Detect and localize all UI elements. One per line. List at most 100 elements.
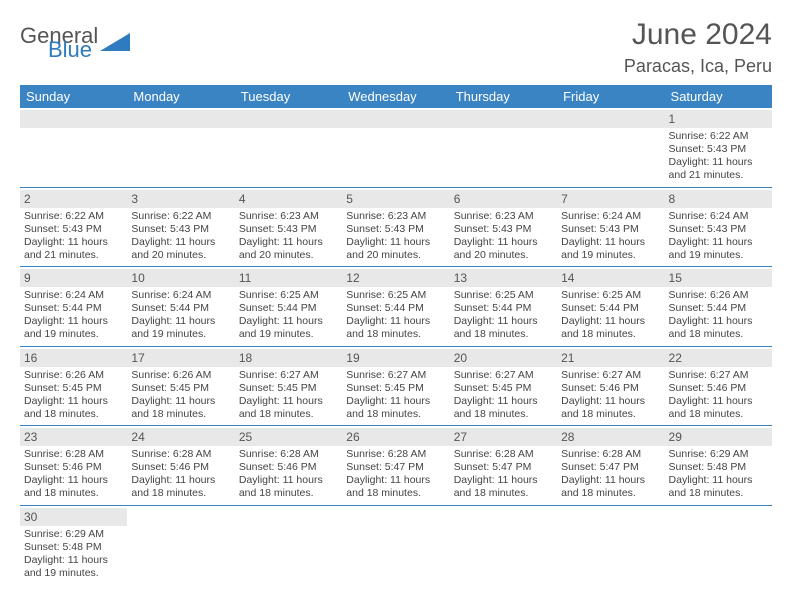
- day-details: Sunrise: 6:28 AMSunset: 5:47 PMDaylight:…: [454, 448, 553, 501]
- day-number: 20: [450, 349, 557, 367]
- day-details: Sunrise: 6:23 AMSunset: 5:43 PMDaylight:…: [346, 210, 445, 263]
- weekday-header: Friday: [557, 85, 664, 108]
- calendar-row: 23Sunrise: 6:28 AMSunset: 5:46 PMDayligh…: [20, 426, 772, 506]
- day-number: 28: [557, 428, 664, 446]
- day-cell: 9Sunrise: 6:24 AMSunset: 5:44 PMDaylight…: [20, 267, 127, 347]
- day-details: Sunrise: 6:25 AMSunset: 5:44 PMDaylight:…: [454, 289, 553, 342]
- day-details: Sunrise: 6:28 AMSunset: 5:46 PMDaylight:…: [239, 448, 338, 501]
- day-cell: 20Sunrise: 6:27 AMSunset: 5:45 PMDayligh…: [450, 346, 557, 426]
- calendar-table: SundayMondayTuesdayWednesdayThursdayFrid…: [20, 85, 772, 584]
- empty-cell: [557, 108, 664, 187]
- title-block: June 2024 Paracas, Ica, Peru: [624, 18, 772, 77]
- day-details: Sunrise: 6:28 AMSunset: 5:46 PMDaylight:…: [24, 448, 123, 501]
- day-details: Sunrise: 6:29 AMSunset: 5:48 PMDaylight:…: [669, 448, 768, 501]
- empty-cell: [450, 108, 557, 187]
- logo: General Blue: [20, 26, 130, 60]
- day-cell: 2 Sunrise: 6:22 AMSunset: 5:43 PMDaylight…: [20, 187, 127, 267]
- day-number: 8: [665, 190, 772, 208]
- weekday-header-row: SundayMondayTuesdayWednesdayThursdayFrid…: [20, 85, 772, 108]
- day-cell: 14Sunrise: 6:25 AMSunset: 5:44 PMDayligh…: [557, 267, 664, 347]
- calendar-row: 9Sunrise: 6:24 AMSunset: 5:44 PMDaylight…: [20, 267, 772, 347]
- day-details: Sunrise: 6:22 AMSunset: 5:43 PMDaylight:…: [24, 210, 123, 263]
- day-number: 23: [20, 428, 127, 446]
- day-number: 18: [235, 349, 342, 367]
- day-cell: 25Sunrise: 6:28 AMSunset: 5:46 PMDayligh…: [235, 426, 342, 506]
- day-details: Sunrise: 6:23 AMSunset: 5:43 PMDaylight:…: [454, 210, 553, 263]
- weekday-header: Tuesday: [235, 85, 342, 108]
- day-number: 15: [665, 269, 772, 287]
- day-cell: 10Sunrise: 6:24 AMSunset: 5:44 PMDayligh…: [127, 267, 234, 347]
- day-number: 27: [450, 428, 557, 446]
- day-cell: 30 Sunrise: 6:29 AMSunset: 5:48 PMDayligh…: [20, 505, 127, 584]
- day-number: 11: [235, 269, 342, 287]
- day-details: Sunrise: 6:26 AMSunset: 5:45 PMDaylight:…: [131, 369, 230, 422]
- day-number: 30: [20, 508, 127, 526]
- day-details: Sunrise: 6:28 AMSunset: 5:47 PMDaylight:…: [561, 448, 660, 501]
- day-cell: 15 Sunrise: 6:26 AMSunset: 5:44 PMDayligh…: [665, 267, 772, 347]
- day-cell: 29Sunrise: 6:29 AMSunset: 5:48 PMDayligh…: [665, 426, 772, 506]
- day-number: 22: [665, 349, 772, 367]
- day-number: 24: [127, 428, 234, 446]
- day-cell: 22 Sunrise: 6:27 AMSunset: 5:46 PMDayligh…: [665, 346, 772, 426]
- day-details: Sunrise: 6:24 AMSunset: 5:44 PMDaylight:…: [131, 289, 230, 342]
- day-number: 19: [342, 349, 449, 367]
- empty-cell: [665, 505, 772, 584]
- month-title: June 2024: [624, 18, 772, 52]
- day-details: Sunrise: 6:26 AMSunset: 5:45 PMDaylight:…: [24, 369, 123, 422]
- day-cell: 16 Sunrise: 6:26 AMSunset: 5:45 PMDayligh…: [20, 346, 127, 426]
- day-number: 16: [20, 349, 127, 367]
- day-number: 7: [557, 190, 664, 208]
- weekday-header: Saturday: [665, 85, 772, 108]
- day-number: 14: [557, 269, 664, 287]
- calendar-row: 1Sunrise: 6:22 AMSunset: 5:43 PMDaylight…: [20, 108, 772, 187]
- weekday-header: Wednesday: [342, 85, 449, 108]
- day-details: Sunrise: 6:29 AMSunset: 5:48 PMDaylight:…: [24, 528, 123, 581]
- day-cell: 7 Sunrise: 6:24 AMSunset: 5:43 PMDaylight…: [557, 187, 664, 267]
- day-cell: 19Sunrise: 6:27 AMSunset: 5:45 PMDayligh…: [342, 346, 449, 426]
- empty-cell: [557, 505, 664, 584]
- day-details: Sunrise: 6:24 AMSunset: 5:43 PMDaylight:…: [669, 210, 768, 263]
- calendar-body: 1 Sunrise: 6:22 AMSunset: 5:43 PMDaylight…: [20, 108, 772, 584]
- location: Paracas, Ica, Peru: [624, 56, 772, 77]
- day-details: Sunrise: 6:25 AMSunset: 5:44 PMDaylight:…: [239, 289, 338, 342]
- calendar-row: 2Sunrise: 6:22 AMSunset: 5:43 PMDaylight…: [20, 187, 772, 267]
- day-number: 1: [665, 110, 772, 128]
- empty-cell: [235, 505, 342, 584]
- day-number: 3: [127, 190, 234, 208]
- calendar-row: 16Sunrise: 6:26 AMSunset: 5:45 PMDayligh…: [20, 346, 772, 426]
- day-number: 2: [20, 190, 127, 208]
- day-cell: 18 Sunrise: 6:27 AMSunset: 5:45 PMDayligh…: [235, 346, 342, 426]
- day-cell: 26Sunrise: 6:28 AMSunset: 5:47 PMDayligh…: [342, 426, 449, 506]
- day-number: 21: [557, 349, 664, 367]
- day-details: Sunrise: 6:23 AMSunset: 5:43 PMDaylight:…: [239, 210, 338, 263]
- day-cell: 4 Sunrise: 6:23 AMSunset: 5:43 PMDaylight…: [235, 187, 342, 267]
- day-details: Sunrise: 6:24 AMSunset: 5:43 PMDaylight:…: [561, 210, 660, 263]
- day-number: 12: [342, 269, 449, 287]
- weekday-header: Sunday: [20, 85, 127, 108]
- logo-triangle-icon: [100, 31, 130, 55]
- day-number: 6: [450, 190, 557, 208]
- day-details: Sunrise: 6:27 AMSunset: 5:45 PMDaylight:…: [239, 369, 338, 422]
- empty-cell: [342, 505, 449, 584]
- day-cell: 1Sunrise: 6:22 AMSunset: 5:43 PMDaylight…: [665, 108, 772, 187]
- logo-text-bottom: Blue: [48, 40, 98, 60]
- day-cell: 5Sunrise: 6:23 AMSunset: 5:43 PMDaylight…: [342, 187, 449, 267]
- day-number: 17: [127, 349, 234, 367]
- day-details: Sunrise: 6:28 AMSunset: 5:46 PMDaylight:…: [131, 448, 230, 501]
- empty-cell: [127, 505, 234, 584]
- day-cell: 6 Sunrise: 6:23 AMSunset: 5:43 PMDaylight…: [450, 187, 557, 267]
- day-details: Sunrise: 6:27 AMSunset: 5:46 PMDaylight:…: [669, 369, 768, 422]
- day-details: Sunrise: 6:25 AMSunset: 5:44 PMDaylight:…: [346, 289, 445, 342]
- day-cell: 28 Sunrise: 6:28 AMSunset: 5:47 PMDayligh…: [557, 426, 664, 506]
- day-cell: 21 Sunrise: 6:27 AMSunset: 5:46 PMDayligh…: [557, 346, 664, 426]
- day-cell: 27 Sunrise: 6:28 AMSunset: 5:47 PMDayligh…: [450, 426, 557, 506]
- empty-cell: [20, 108, 127, 187]
- day-cell: 3 Sunrise: 6:22 AMSunset: 5:43 PMDaylight…: [127, 187, 234, 267]
- day-details: Sunrise: 6:27 AMSunset: 5:46 PMDaylight:…: [561, 369, 660, 422]
- weekday-header: Thursday: [450, 85, 557, 108]
- day-details: Sunrise: 6:22 AMSunset: 5:43 PMDaylight:…: [131, 210, 230, 263]
- header: General Blue June 2024 Paracas, Ica, Per…: [20, 18, 772, 77]
- day-number: 4: [235, 190, 342, 208]
- day-details: Sunrise: 6:26 AMSunset: 5:44 PMDaylight:…: [669, 289, 768, 342]
- empty-cell: [342, 108, 449, 187]
